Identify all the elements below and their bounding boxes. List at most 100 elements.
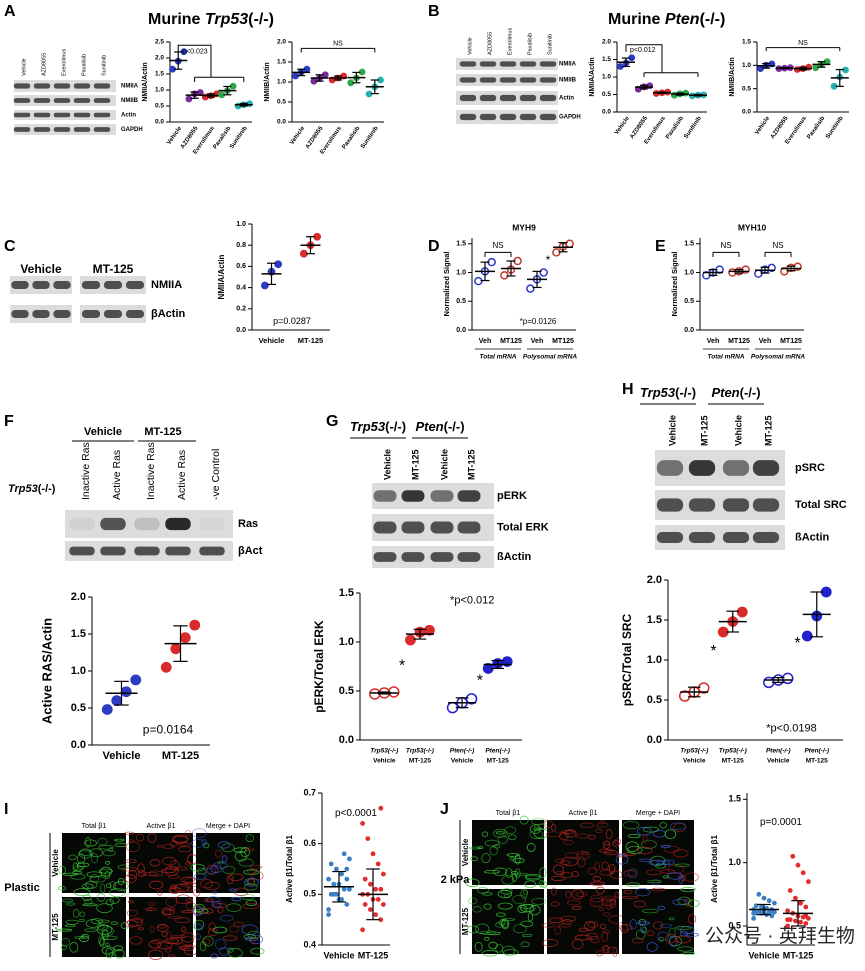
- micrograph-texture: [211, 901, 222, 908]
- lane-label: MT-125: [699, 415, 709, 446]
- micrograph-texture: [204, 898, 214, 902]
- micrograph-texture: [217, 906, 224, 913]
- annotation: NS: [720, 241, 731, 250]
- micrograph-texture: [520, 903, 535, 913]
- watermark: 公众号 · 英拜生物: [705, 925, 855, 947]
- blot-band: [93, 98, 111, 103]
- micrograph-texture: [97, 924, 113, 935]
- micrograph-texture: [91, 853, 99, 864]
- micrograph-texture: [57, 886, 67, 891]
- x-tick-label: MT-125: [783, 950, 814, 960]
- micrograph-texture: [151, 939, 164, 945]
- micrograph-texture: [543, 819, 553, 829]
- group-label: MT-125: [93, 262, 134, 276]
- blot-band: [53, 281, 71, 289]
- micrograph-texture: [598, 907, 605, 911]
- micrograph-texture: [240, 894, 255, 901]
- micrograph-texture: [129, 936, 143, 945]
- blot-band: [539, 77, 557, 83]
- y-tick-label: 0.4: [236, 284, 246, 291]
- blot-band: [499, 113, 517, 121]
- blot-band: [134, 517, 160, 531]
- micrograph-texture: [126, 909, 138, 917]
- micrograph-texture: [638, 858, 653, 862]
- annotation: p=0.0001: [760, 817, 802, 828]
- micrograph-texture: [571, 889, 584, 900]
- lane-label: Paxalisib: [527, 33, 533, 55]
- x-tick-label: AZD8055: [770, 115, 790, 140]
- y-axis-label: pERK/Total ERK: [312, 620, 326, 713]
- data-point: [344, 866, 350, 872]
- micrograph-texture: [100, 883, 106, 894]
- x-tick-label: Veh: [531, 338, 543, 345]
- lane-label: Sunitinib: [547, 34, 553, 55]
- micrograph-texture: [623, 870, 637, 877]
- y-tick-label: 2.0: [647, 574, 662, 586]
- blot-band: [499, 77, 517, 83]
- y-tick-label: 0.5: [277, 99, 286, 106]
- micrograph-texture: [622, 820, 640, 830]
- micrograph-texture: [554, 926, 562, 935]
- data-point: [806, 879, 811, 885]
- data-point: [798, 919, 803, 925]
- micrograph-texture: [98, 868, 114, 874]
- micrograph-texture: [520, 920, 534, 927]
- data-point: [800, 870, 806, 876]
- micrograph-texture: [497, 835, 508, 844]
- blot-band: [656, 460, 684, 476]
- micrograph-texture: [629, 919, 637, 930]
- data-point: [344, 902, 350, 907]
- annotation: *p<0.0198: [766, 723, 816, 735]
- panel-letter: F: [4, 413, 14, 430]
- annotation: p=0.0164: [143, 722, 194, 736]
- micrograph-texture: [663, 845, 680, 853]
- micrograph-texture: [164, 946, 172, 953]
- micrograph-texture: [96, 903, 113, 914]
- micrograph-texture: [590, 881, 605, 886]
- lane-label: MT-125: [410, 449, 420, 480]
- genotype-label-italic: Pten: [711, 385, 739, 400]
- annotation: NS: [333, 40, 343, 47]
- row-label: GAPDH: [121, 127, 143, 133]
- data-point: [185, 95, 193, 103]
- micrograph-texture: [247, 878, 256, 886]
- micrograph-texture: [517, 905, 528, 914]
- y-tick-label: 1.0: [742, 62, 751, 69]
- micrograph-texture: [483, 936, 490, 941]
- micrograph-texture: [584, 921, 596, 931]
- x-tick-label: Trp53(-/-): [719, 748, 747, 755]
- micrograph-texture: [149, 925, 155, 933]
- micrograph-texture: [493, 844, 501, 849]
- micrograph-texture: [580, 852, 589, 856]
- x-tick-sublabel: Vehicle: [373, 758, 396, 765]
- x-tick-label: Veh: [759, 338, 771, 345]
- blot-band: [33, 98, 51, 103]
- y-axis-label: NMIIB/Actin: [264, 62, 271, 101]
- micrograph-texture: [113, 881, 129, 892]
- data-point: [373, 886, 379, 892]
- blot-band: [199, 518, 224, 530]
- y-tick-label: 1.0: [728, 857, 741, 867]
- micrograph-texture: [614, 891, 620, 898]
- x-tick-label: Veh: [479, 338, 491, 345]
- y-tick-label: 1.0: [236, 221, 246, 228]
- micrograph-texture: [221, 843, 235, 853]
- micrograph-texture: [142, 872, 159, 876]
- y-tick-label: 1.5: [647, 614, 662, 626]
- micrograph-texture: [227, 947, 234, 953]
- title-part: Trp53: [205, 11, 248, 28]
- micrograph-texture: [167, 915, 184, 919]
- x-tick-sublabel: MT-125: [806, 758, 828, 765]
- genotype-label: Pten(-/-): [415, 419, 464, 434]
- micrograph-texture: [574, 934, 592, 941]
- y-tick-label: 1.5: [71, 628, 86, 640]
- micrograph-texture: [521, 933, 533, 938]
- x-tick-label: Sunitinib: [360, 125, 380, 150]
- micrograph-texture: [68, 854, 77, 861]
- x-group-label: Total mRNA: [480, 354, 517, 361]
- blot-band: [752, 498, 780, 512]
- micrograph-texture: [77, 861, 85, 870]
- micrograph-texture: [120, 922, 129, 930]
- blot-band: [430, 521, 454, 534]
- micrograph-texture: [231, 896, 242, 902]
